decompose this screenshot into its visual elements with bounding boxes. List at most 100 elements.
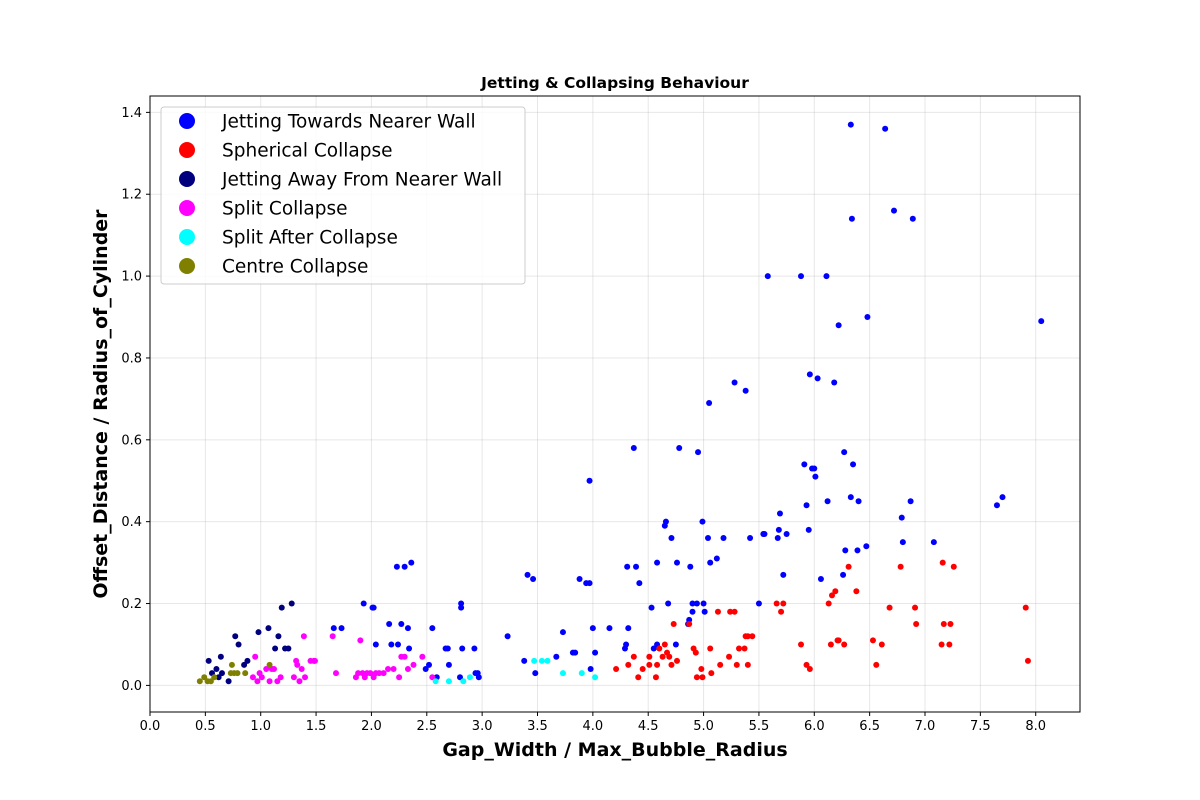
data-point [776,510,783,517]
x-tick-label: 8.0 [1025,719,1046,734]
data-point [666,653,673,660]
data-point [445,661,452,668]
data-point [705,535,711,542]
data-point [806,666,813,673]
data-point [827,641,834,648]
x-tick-label: 0.0 [140,719,161,734]
data-point [249,674,256,681]
data-point [803,502,810,509]
data-point [265,625,272,632]
y-tick-label: 0.8 [121,351,142,366]
data-point [829,592,835,599]
data-point [686,621,693,627]
data-point [668,535,675,542]
data-point [661,641,668,648]
legend-label: Split Collapse [222,199,348,220]
y-tick-label: 1.2 [121,188,142,203]
data-point [635,674,642,681]
data-point [419,653,426,660]
data-point [699,518,706,525]
legend-label: Spherical Collapse [222,141,392,162]
plot-frame [149,95,1081,713]
data-point [814,375,821,382]
data-point [572,649,579,656]
data-point [897,563,904,570]
legend-marker [179,171,195,187]
data-point [761,530,768,537]
data-point [504,633,511,640]
data-point [388,641,395,648]
data-point [646,661,653,668]
data-point [744,633,751,640]
data-point [780,571,787,578]
data-point [196,678,203,685]
data-point [648,604,655,611]
data-point [946,641,953,648]
data-point [311,657,318,664]
data-point [201,674,208,681]
data-point [755,600,762,607]
data-point [393,563,400,570]
data-point [218,670,225,677]
data-point [244,657,251,664]
x-tick-label: 1.5 [306,719,327,734]
data-point [778,608,785,615]
data-point [475,674,482,681]
data-point [882,125,889,132]
x-tick-label: 4.0 [583,719,604,734]
data-point [630,653,637,660]
data-point [825,600,832,607]
data-point [714,608,721,615]
data-point [654,661,661,668]
data-point [559,670,566,677]
y-tick-label: 0.0 [121,679,142,694]
data-point [633,563,640,570]
data-point [357,637,364,644]
data-point [225,678,232,685]
data-point [847,494,854,501]
data-point [706,399,713,406]
data-point [853,588,860,595]
data-point [939,559,946,566]
data-point [370,604,377,611]
data-point [805,526,812,533]
x-tick-label: 6.0 [804,719,825,734]
data-point [700,600,707,607]
data-point [823,273,830,280]
data-point [803,661,810,668]
data-point [947,621,954,627]
data-point [930,539,937,546]
data-point [235,641,242,648]
data-point [742,387,749,394]
data-point [532,670,539,677]
data-point [263,666,270,673]
data-point [457,674,463,681]
data-point [296,678,303,685]
data-point [630,445,637,451]
data-point [288,600,295,607]
data-point [530,575,537,582]
data-point [909,215,916,222]
data-point [426,661,432,668]
data-point [380,670,387,677]
legend-marker [179,142,195,158]
data-point [471,645,478,652]
data-point [864,314,871,321]
data-point [912,604,919,611]
data-point [764,273,771,280]
data-point [401,653,408,660]
data-point [659,653,666,660]
data-point [466,674,473,681]
data-point [842,547,849,554]
data-point [559,629,566,636]
legend-label: Jetting Away From Nearer Wall [221,170,502,191]
data-point [731,379,738,386]
data-point [695,449,702,456]
data-point [646,653,653,660]
legend: Jetting Towards Nearer Wall Spherical Col… [160,106,526,285]
data-point [410,661,417,668]
data-point [538,657,545,664]
legend-label: Split After Collapse [222,228,398,249]
y-tick-label: 0.6 [121,433,142,448]
data-point [840,571,847,578]
